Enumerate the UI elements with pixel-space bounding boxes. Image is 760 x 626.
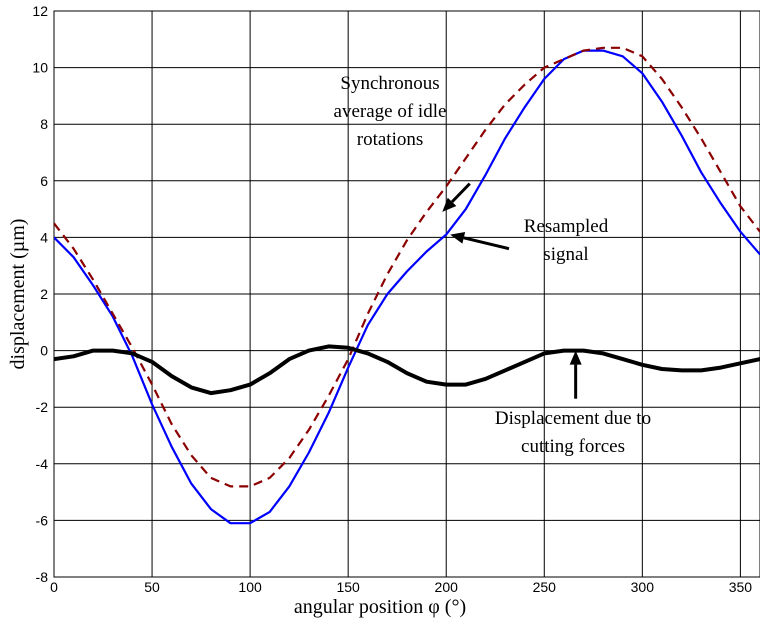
y-axis-ticks: -8 -6 -4 -2 0 2 4 6 8 10 12	[32, 3, 48, 585]
series-layer	[54, 46, 760, 525]
y-tick-label: 8	[40, 116, 48, 132]
y-axis-label: displacement (µm)	[7, 219, 29, 370]
annotation-arrowhead	[569, 350, 582, 365]
annotation-arrowhead	[442, 197, 457, 212]
annotation-arrowhead	[450, 232, 466, 244]
series-synchronous-average-line	[54, 46, 760, 488]
annotation-arrow	[463, 236, 510, 251]
y-tick-label: 10	[32, 60, 48, 76]
annotation-text: rotations	[357, 129, 424, 150]
y-tick-label: 6	[40, 173, 48, 189]
annotation-text: Synchronous	[340, 73, 439, 94]
y-tick-label: 12	[32, 3, 48, 19]
x-tick-label: 250	[533, 579, 557, 595]
x-tick-label: 0	[50, 579, 58, 595]
annotation-resampled: Resampled signal	[450, 216, 609, 265]
annotation-sync: Synchronous average of idle rotations	[334, 73, 471, 212]
y-tick-label: -8	[36, 569, 49, 585]
x-axis-label: angular position φ (°)	[294, 596, 466, 618]
x-axis-ticks: 0 50 100 150 200 250 300 350	[50, 579, 752, 595]
x-tick-label: 350	[729, 579, 753, 595]
series-resampled-signal-line	[54, 49, 760, 525]
annotation-cutting: Displacement due to cutting forces	[495, 350, 651, 457]
x-tick-label: 50	[144, 579, 160, 595]
annotation-text: cutting forces	[521, 436, 625, 457]
y-tick-label: 0	[40, 343, 48, 359]
annotation-text: Resampled	[524, 216, 609, 237]
annotation-text: signal	[543, 244, 588, 265]
annotation-text: Displacement due to	[495, 408, 651, 429]
annotation-text: average of idle	[334, 101, 447, 122]
x-tick-label: 300	[631, 579, 655, 595]
y-tick-label: 2	[40, 286, 48, 302]
series-cutting-force-displacement-line	[54, 344, 760, 396]
y-tick-label: -4	[36, 456, 49, 472]
y-tick-label: -2	[36, 399, 49, 415]
y-tick-label: -6	[36, 512, 49, 528]
x-tick-label: 200	[435, 579, 459, 595]
x-tick-label: 100	[238, 579, 262, 595]
x-tick-label: 150	[336, 579, 360, 595]
y-tick-label: 4	[40, 229, 48, 245]
annotation-arrow	[450, 182, 471, 203]
annotations: Synchronous average of idle rotations Resam…	[334, 73, 652, 457]
grid	[53, 10, 760, 578]
